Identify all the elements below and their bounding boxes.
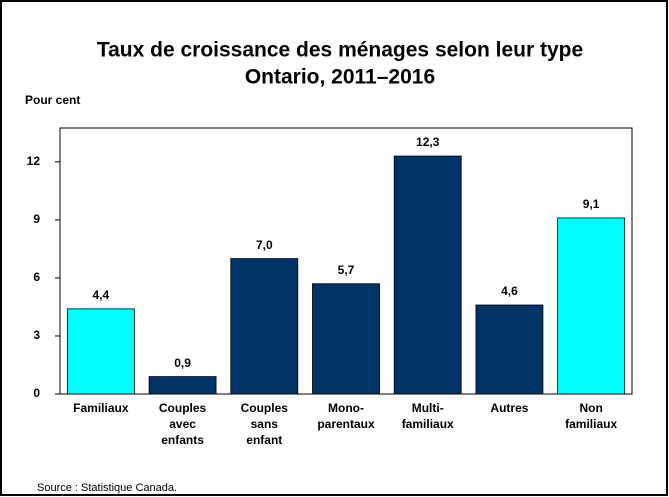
x-tick-label: Couples <box>159 401 207 415</box>
bar <box>475 304 544 395</box>
chart-title: Taux de croissance des ménages selon leu… <box>97 39 583 62</box>
bar <box>557 217 626 395</box>
data-label: 5,7 <box>338 263 355 277</box>
y-tick-label: 6 <box>33 270 40 284</box>
data-label: 4,6 <box>501 284 518 298</box>
data-label: 4,4 <box>93 288 110 302</box>
bar <box>393 155 462 395</box>
y-tick-label: 9 <box>33 212 40 226</box>
data-label: 7,0 <box>256 238 273 252</box>
x-tick-label: Non <box>579 401 602 415</box>
x-tick-label: Autres <box>490 401 528 415</box>
data-label: 12,3 <box>416 135 440 149</box>
y-tick-label: 12 <box>27 154 41 168</box>
x-tick-label: Familiaux <box>73 401 129 415</box>
x-tick-label: Couples <box>241 401 289 415</box>
x-tick-label: familiaux <box>565 417 617 431</box>
x-tick-label: Multi- <box>412 401 444 415</box>
x-tick-label: Mono- <box>328 401 364 415</box>
data-label: 0,9 <box>174 356 191 370</box>
bar <box>66 308 135 395</box>
bar <box>230 258 299 395</box>
y-axis-label: Pour cent <box>25 93 80 107</box>
x-tick-label: avec <box>169 417 196 431</box>
x-tick-label: familiaux <box>402 417 454 431</box>
x-tick-label: parentaux <box>317 417 375 431</box>
bar <box>148 376 217 395</box>
bar <box>312 283 380 395</box>
x-tick-label: enfants <box>161 433 204 447</box>
data-label: 9,1 <box>583 197 600 211</box>
y-tick-label: 3 <box>33 328 40 342</box>
x-tick-label: sans <box>251 417 279 431</box>
source: Source : Statistique Canada. <box>37 482 177 494</box>
chart-title: Ontario, 2011–2016 <box>245 66 435 89</box>
y-tick-label: 0 <box>33 386 40 400</box>
x-tick-label: enfant <box>246 433 282 447</box>
